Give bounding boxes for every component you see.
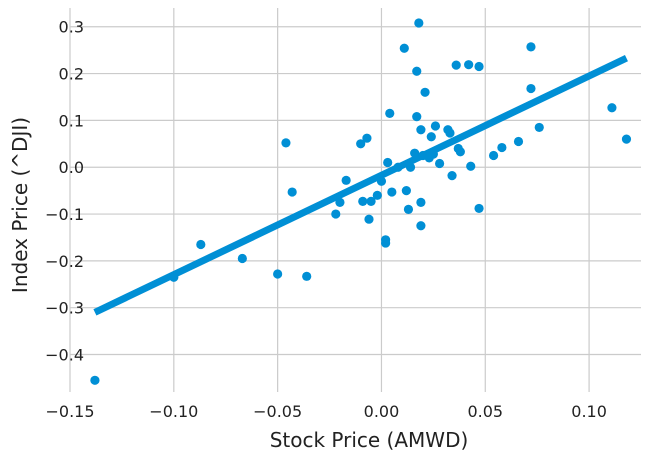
data-point [364, 214, 374, 224]
data-point [331, 209, 341, 219]
x-tick-label: −0.15 [45, 402, 94, 421]
data-point [358, 196, 368, 207]
data-point [196, 239, 206, 250]
x-tick-label: 0.00 [364, 402, 400, 421]
data-point [416, 197, 426, 207]
data-point [488, 150, 499, 161]
data-point [464, 60, 474, 70]
data-point [434, 158, 445, 169]
x-axis-label: Stock Price (AMWD) [270, 428, 469, 452]
regression-line-layer [93, 54, 628, 316]
data-point [621, 134, 632, 144]
data-point [341, 175, 351, 185]
x-tick-label: −0.10 [149, 402, 198, 421]
regression-line [93, 54, 628, 316]
y-tick-label: 0.0 [59, 158, 84, 177]
y-tick-label: −0.1 [45, 205, 84, 224]
y-tick-label: −0.4 [45, 346, 84, 365]
data-point [356, 139, 366, 149]
data-point [534, 122, 544, 133]
data-point [474, 61, 484, 72]
data-point [426, 132, 436, 142]
data-point [405, 162, 416, 172]
data-point [474, 203, 484, 214]
data-point [385, 108, 395, 118]
data-point [447, 171, 457, 181]
data-point [273, 269, 283, 279]
data-point [90, 375, 100, 385]
data-point [335, 197, 345, 207]
data-point [362, 133, 372, 143]
x-tick-labels: −0.15 −0.10 −0.05 0.00 0.05 0.10 [45, 402, 606, 421]
y-axis-label: Index Price (^DJI) [8, 117, 32, 293]
data-point [383, 157, 393, 168]
data-point [416, 221, 426, 231]
data-point [410, 148, 420, 158]
data-point [428, 149, 438, 159]
data-point [513, 136, 524, 147]
data-point [287, 187, 297, 197]
data-point [526, 42, 536, 52]
data-point [497, 142, 507, 153]
data-point [420, 87, 430, 97]
data-point [399, 43, 409, 53]
data-point [526, 83, 536, 94]
data-point [302, 271, 312, 281]
data-point [401, 186, 411, 196]
point-layer [90, 18, 632, 385]
data-point [607, 103, 617, 113]
data-point [376, 176, 387, 186]
grid-layer [69, 8, 641, 392]
y-tick-label: 0.1 [59, 111, 84, 130]
data-point [466, 161, 476, 171]
x-tick-label: 0.05 [467, 402, 503, 421]
data-point [412, 112, 422, 122]
y-tick-label: −0.2 [45, 252, 84, 271]
data-point [445, 128, 455, 138]
x-tick-label: −0.05 [253, 402, 302, 421]
data-point [414, 18, 424, 28]
data-point [281, 138, 291, 148]
x-tick-label: 0.10 [571, 402, 607, 421]
data-point [381, 238, 391, 248]
data-point [430, 121, 441, 131]
data-point [372, 190, 382, 200]
y-tick-label: 0.2 [59, 65, 84, 84]
data-point [169, 272, 179, 282]
y-tick-labels: −0.4 −0.3 −0.2 −0.1 0.0 0.1 0.2 0.3 [45, 18, 84, 365]
data-point [412, 66, 422, 76]
data-point [393, 162, 403, 172]
y-tick-label: −0.3 [45, 299, 84, 318]
data-point [455, 147, 465, 157]
y-tick-label: 0.3 [59, 18, 84, 37]
data-point [403, 204, 414, 214]
data-point [237, 253, 247, 264]
data-point [451, 60, 461, 70]
data-point [416, 125, 426, 135]
data-point [387, 187, 397, 197]
data-point [366, 196, 376, 207]
